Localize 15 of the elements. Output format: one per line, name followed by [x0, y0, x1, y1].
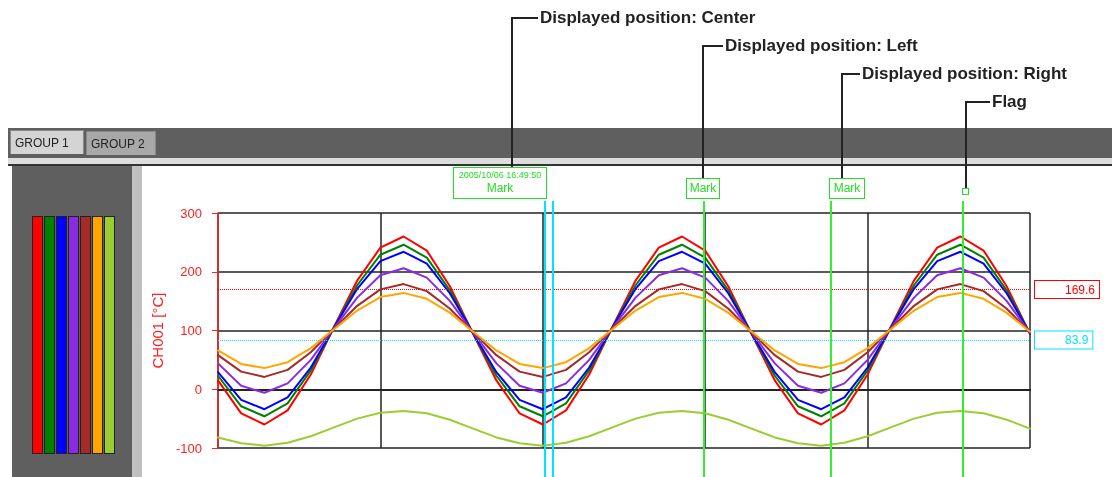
- ref-line-label: 83.9: [1065, 332, 1089, 347]
- y-tick-label: 0: [194, 381, 202, 397]
- y-tick-label: 200: [180, 264, 202, 280]
- text: Displayed position: Left: [725, 36, 918, 56]
- text: Displayed position: Center: [540, 8, 756, 28]
- y-axis-title: CH001 [°C]: [149, 292, 167, 369]
- text: Flag: [992, 92, 1027, 112]
- ref-line-label: 169.6: [1065, 282, 1096, 297]
- text: Displayed position: Right: [862, 64, 1067, 84]
- text: Mark: [688, 181, 718, 195]
- y-tick-label: 300: [180, 205, 202, 221]
- y-tick-label: 100: [180, 323, 202, 338]
- y-tick-label: -100: [175, 440, 202, 456]
- text: 2005/10/06 16:49:50 Mark: [457, 170, 543, 195]
- text: Mark: [832, 181, 862, 195]
